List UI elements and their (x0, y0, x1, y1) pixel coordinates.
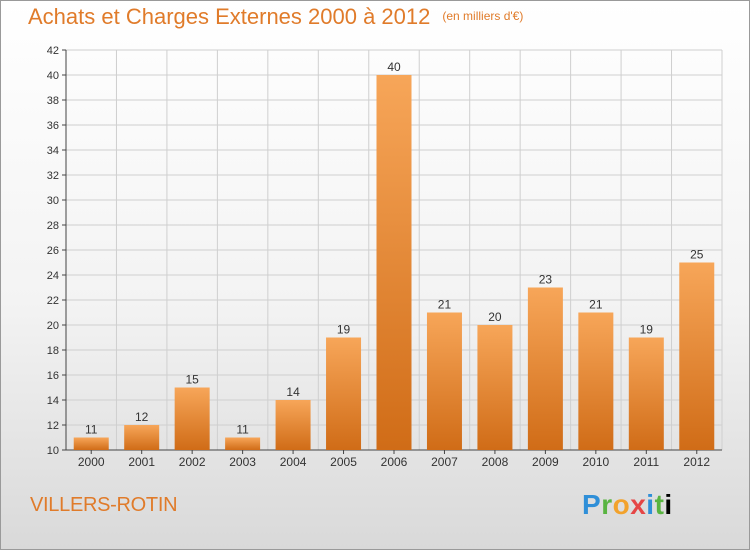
chart-title-text: Achats et Charges Externes 2000 à 2012 (28, 4, 431, 29)
y-tick-label: 18 (47, 345, 59, 357)
bar-2011 (628, 337, 664, 450)
data-label-2007: 21 (438, 298, 452, 312)
data-label-2003: 11 (236, 423, 249, 437)
proxiti-logo: Proxiti (582, 489, 673, 520)
x-tick-label-2002: 2002 (179, 455, 206, 469)
bar-2007 (426, 312, 462, 450)
y-tick-label: 38 (47, 95, 59, 107)
x-tick-label-2010: 2010 (582, 455, 609, 469)
bar-2010 (578, 312, 614, 450)
x-tick-label-2005: 2005 (330, 455, 357, 469)
bar-2002 (174, 387, 210, 450)
data-label-2009: 23 (539, 273, 553, 287)
x-tick-label-2000: 2000 (78, 455, 105, 469)
bar-2001 (124, 425, 160, 450)
x-tick-label-2009: 2009 (532, 455, 559, 469)
y-tick-label: 36 (47, 120, 59, 132)
data-label-2005: 19 (337, 323, 351, 337)
bar-2000 (73, 437, 109, 450)
bar-2006 (376, 75, 412, 450)
labels: 10 12 14 16 18 20 22 24 26 28 30 32 34 36 38 40 42 11 2000… (47, 45, 711, 469)
y-tick-label: 40 (47, 70, 59, 82)
x-tick-label-2011: 2011 (633, 455, 659, 469)
y-tick-label: 16 (47, 370, 59, 382)
y-tick-label: 42 (47, 45, 59, 57)
bars (73, 75, 715, 450)
data-label-2012: 25 (690, 248, 704, 262)
y-tick-label: 24 (47, 270, 59, 282)
y-tick-label: 12 (47, 420, 59, 432)
bar-2003 (225, 437, 261, 450)
data-label-2010: 21 (589, 298, 603, 312)
y-tick-label: 32 (47, 170, 59, 182)
y-tick-label: 34 (47, 145, 59, 157)
y-tick-label: 14 (47, 395, 59, 407)
bar-2008 (477, 325, 513, 450)
x-tick-label-2006: 2006 (381, 455, 408, 469)
chart-title: Achats et Charges Externes 2000 à 2012 (e… (28, 4, 523, 30)
data-label-2002: 15 (185, 373, 199, 387)
bar-2009 (527, 287, 563, 450)
data-label-2004: 14 (286, 385, 300, 399)
x-tick-label-2012: 2012 (683, 455, 710, 469)
location-name: VILLERS-ROTIN (30, 494, 178, 516)
data-label-2011: 19 (640, 323, 654, 337)
data-label-2000: 11 (85, 423, 98, 437)
data-label-2006: 40 (387, 60, 401, 74)
x-tick-label-2007: 2007 (431, 455, 458, 469)
y-tick-label: 26 (47, 245, 59, 257)
data-label-2001: 12 (135, 410, 149, 424)
y-tick-label: 28 (47, 220, 59, 232)
y-tick-label: 10 (47, 445, 59, 457)
x-tick-label-2008: 2008 (482, 455, 509, 469)
bar-2004 (275, 400, 311, 450)
chart-subtitle: (en milliers d'€) (442, 9, 524, 23)
x-tick-label-2001: 2001 (128, 455, 155, 469)
bar-2005 (326, 337, 362, 450)
y-tick-label: 22 (47, 295, 59, 307)
data-label-2008: 20 (488, 310, 502, 324)
x-tick-label-2004: 2004 (280, 455, 307, 469)
bar-2012 (679, 262, 715, 450)
y-tick-label: 30 (47, 195, 59, 207)
y-tick-label: 20 (47, 320, 59, 332)
x-tick-label-2003: 2003 (229, 455, 256, 469)
